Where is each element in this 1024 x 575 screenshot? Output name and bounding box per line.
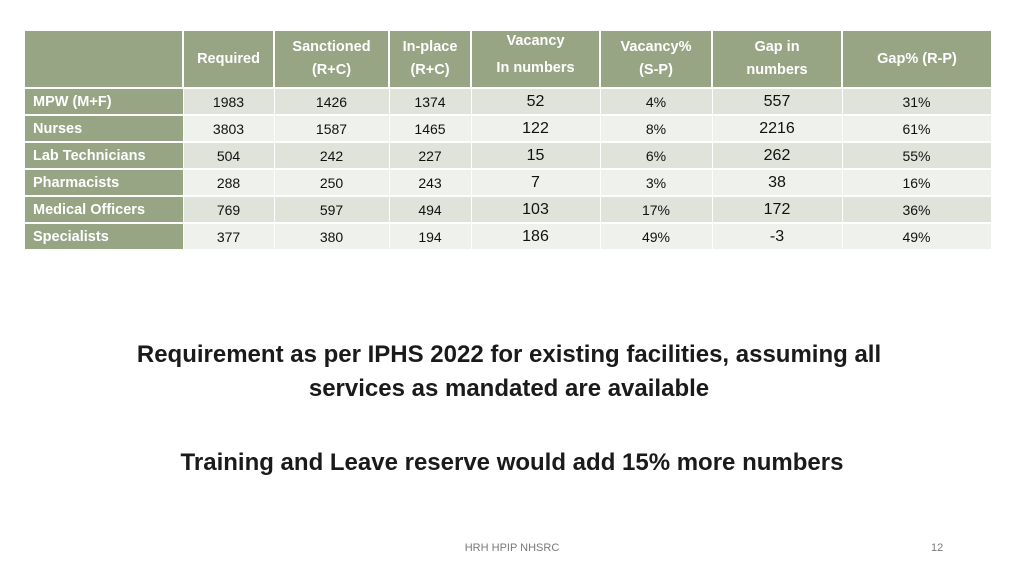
row-label: Pharmacists bbox=[25, 168, 184, 196]
row-label: Medical Officers bbox=[25, 195, 184, 223]
page-number: 12 bbox=[931, 542, 944, 554]
cell-required: 288 bbox=[183, 168, 275, 196]
cell-vacancy-pct: 4% bbox=[600, 87, 713, 115]
cell-vacancy: 15 bbox=[471, 141, 601, 169]
header-gap-pct-text: Gap% (R-P) bbox=[877, 50, 957, 67]
cell-vacancy-pct: 8% bbox=[600, 114, 713, 142]
cell-inplace: 494 bbox=[389, 195, 472, 223]
reserve-note: Training and Leave reserve would add 15%… bbox=[180, 449, 844, 476]
cell-gap-pct: 55% bbox=[842, 141, 992, 169]
cell-inplace: 243 bbox=[389, 168, 472, 196]
cell-gap: -3 bbox=[712, 222, 843, 249]
header-vacancy-pct-line1: Vacancy% bbox=[620, 39, 692, 55]
cell-required: 769 bbox=[183, 195, 275, 223]
row-label: MPW (M+F) bbox=[25, 87, 184, 115]
header-required: Required bbox=[183, 31, 275, 88]
cell-inplace: 194 bbox=[389, 222, 472, 249]
requirement-note-line2: services as mandated are available bbox=[308, 375, 710, 402]
cell-vacancy-pct: 49% bbox=[600, 222, 713, 249]
cell-gap-pct: 16% bbox=[842, 168, 992, 196]
header-gap-pct: Gap% (R-P) bbox=[842, 31, 991, 88]
cell-gap: 172 bbox=[712, 195, 843, 223]
cell-inplace: 1465 bbox=[389, 114, 472, 142]
cell-gap: 262 bbox=[712, 141, 843, 169]
header-vacancy-line1: Vacancy bbox=[506, 33, 565, 49]
cell-inplace: 1374 bbox=[389, 87, 472, 115]
table-row: Nurses 3803 1587 1465 122 8% 2216 61% bbox=[25, 114, 992, 142]
cell-vacancy: 7 bbox=[471, 168, 601, 196]
cell-vacancy-pct: 3% bbox=[600, 168, 713, 196]
cell-required: 377 bbox=[183, 222, 275, 249]
cell-sanctioned: 242 bbox=[274, 141, 390, 169]
header-sanctioned-line2: (R+C) bbox=[311, 62, 352, 78]
row-label: Specialists bbox=[25, 222, 184, 249]
cell-gap-pct: 36% bbox=[842, 195, 992, 223]
cell-gap: 2216 bbox=[712, 114, 843, 142]
header-inplace: In-place (R+C) bbox=[389, 31, 472, 88]
cell-vacancy-pct: 6% bbox=[600, 141, 713, 169]
cell-sanctioned: 380 bbox=[274, 222, 390, 249]
cell-sanctioned: 1587 bbox=[274, 114, 390, 142]
cell-required: 504 bbox=[183, 141, 275, 169]
header-gap: Gap in numbers bbox=[712, 31, 843, 88]
table-row: Medical Officers 769 597 494 103 17% 172… bbox=[25, 195, 992, 223]
header-vacancy-line2: In numbers bbox=[496, 60, 575, 76]
header-gap-line1: Gap in bbox=[754, 39, 800, 55]
row-label: Lab Technicians bbox=[25, 141, 184, 169]
table-row: Lab Technicians 504 242 227 15 6% 262 55… bbox=[25, 141, 992, 169]
header-required-text: Required bbox=[197, 50, 260, 67]
cell-vacancy: 52 bbox=[471, 87, 601, 115]
header-sanctioned-line1: Sanctioned bbox=[292, 39, 371, 55]
cell-sanctioned: 597 bbox=[274, 195, 390, 223]
header-vacancy-pct-line2: (S-P) bbox=[639, 62, 673, 78]
header-inplace-line2: (R+C) bbox=[410, 62, 450, 78]
cell-gap: 38 bbox=[712, 168, 843, 196]
staffing-table: Required Sanctioned (R+C) In-place (R+C) V… bbox=[25, 31, 992, 249]
cell-vacancy: 103 bbox=[471, 195, 601, 223]
cell-inplace: 227 bbox=[389, 141, 472, 169]
cell-gap: 557 bbox=[712, 87, 843, 115]
cell-gap-pct: 61% bbox=[842, 114, 992, 142]
table-row: Pharmacists 288 250 243 7 3% 38 16% bbox=[25, 168, 992, 196]
header-sanctioned: Sanctioned (R+C) bbox=[274, 31, 390, 88]
requirement-note-line1: Requirement as per IPHS 2022 for existin… bbox=[136, 341, 882, 368]
header-row: Required Sanctioned (R+C) In-place (R+C) V… bbox=[25, 31, 991, 88]
header-gap-line2: numbers bbox=[746, 62, 808, 78]
cell-vacancy: 122 bbox=[471, 114, 601, 142]
requirement-note: Requirement as per IPHS 2022 for existin… bbox=[0, 338, 1021, 406]
cell-sanctioned: 250 bbox=[274, 168, 390, 196]
cell-required: 1983 bbox=[183, 87, 275, 115]
cell-vacancy: 186 bbox=[471, 222, 601, 249]
header-vacancy-pct: Vacancy% (S-P) bbox=[600, 31, 713, 88]
table-row: MPW (M+F) 1983 1426 1374 52 4% 557 31% bbox=[25, 87, 992, 115]
header-vacancy: Vacancy In numbers bbox=[471, 31, 601, 88]
cell-gap-pct: 49% bbox=[842, 222, 992, 249]
header-inplace-line1: In-place bbox=[402, 39, 458, 55]
table-row: Specialists 377 380 194 186 49% -3 49% bbox=[25, 222, 992, 249]
header-label bbox=[25, 31, 184, 88]
row-label: Nurses bbox=[25, 114, 184, 142]
cell-required: 3803 bbox=[183, 114, 275, 142]
cell-gap-pct: 31% bbox=[842, 87, 992, 115]
footer-text: HRH HPIP NHSRC bbox=[464, 542, 560, 554]
cell-sanctioned: 1426 bbox=[274, 87, 390, 115]
cell-vacancy-pct: 17% bbox=[600, 195, 713, 223]
